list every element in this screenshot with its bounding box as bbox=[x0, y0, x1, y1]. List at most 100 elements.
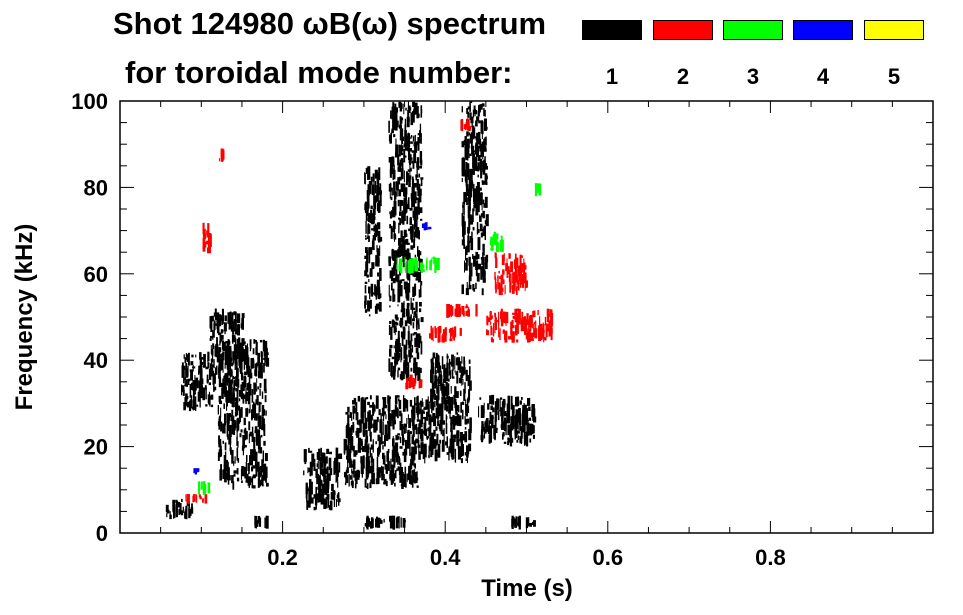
spectral-cell bbox=[253, 339, 256, 344]
spectral-cell bbox=[218, 354, 222, 358]
spectral-cell bbox=[388, 134, 392, 142]
spectral-cell bbox=[392, 102, 395, 107]
spectral-cell bbox=[481, 421, 484, 431]
spectral-cell bbox=[367, 212, 371, 223]
spectral-cell bbox=[417, 246, 419, 257]
spectral-cell bbox=[368, 286, 371, 294]
spectral-cell bbox=[182, 389, 185, 396]
spectral-cell bbox=[403, 300, 405, 305]
spectral-cell bbox=[399, 469, 402, 483]
spectral-cell bbox=[169, 511, 171, 518]
spectral-cell bbox=[429, 333, 432, 339]
spectral-cell bbox=[396, 395, 400, 398]
spectral-cell bbox=[445, 382, 448, 395]
spectral-cell bbox=[320, 470, 323, 474]
spectral-cell bbox=[415, 174, 417, 181]
spectral-cell bbox=[462, 225, 465, 237]
spectral-cell bbox=[241, 338, 243, 346]
spectral-cell bbox=[233, 319, 237, 325]
spectral-cell bbox=[184, 383, 186, 386]
spectral-cell bbox=[181, 362, 184, 375]
spectral-cell bbox=[356, 412, 359, 425]
spectral-cell bbox=[259, 362, 263, 374]
spectral-cell bbox=[519, 277, 523, 285]
spectral-cell bbox=[224, 420, 226, 434]
spectral-cell bbox=[395, 322, 399, 326]
spectral-cell bbox=[401, 153, 403, 156]
spectral-cell bbox=[366, 455, 370, 464]
spectral-cell bbox=[509, 437, 513, 443]
spectral-cell bbox=[403, 362, 405, 376]
spectral-cell bbox=[192, 365, 194, 372]
spectral-cell bbox=[257, 386, 260, 390]
spectral-cell bbox=[258, 466, 261, 477]
spectral-cell bbox=[202, 387, 206, 401]
spectral-cell bbox=[387, 458, 390, 471]
spectral-cell bbox=[234, 354, 237, 364]
spectral-cell bbox=[413, 363, 417, 374]
spectral-cell bbox=[408, 467, 411, 478]
spectral-cell bbox=[393, 320, 396, 333]
spectral-cell bbox=[467, 206, 470, 219]
spectral-cell bbox=[351, 472, 353, 487]
spectral-cell bbox=[465, 458, 467, 461]
spectral-cell bbox=[392, 120, 395, 131]
spectral-cell bbox=[410, 452, 414, 461]
spectral-cell bbox=[515, 409, 519, 423]
spectral-cell bbox=[448, 447, 450, 461]
spectral-cell bbox=[256, 362, 258, 368]
spectral-cell bbox=[414, 142, 418, 153]
spectral-cell bbox=[208, 368, 212, 380]
spectral-cell bbox=[202, 222, 205, 235]
spectral-cell bbox=[401, 138, 403, 149]
spectral-cell bbox=[421, 409, 424, 416]
spectral-cell bbox=[462, 201, 464, 215]
spectral-cell bbox=[399, 159, 403, 167]
spectral-cell bbox=[325, 478, 328, 493]
spectral-cell bbox=[494, 271, 496, 280]
spectral-cell bbox=[305, 482, 308, 495]
spectral-cell bbox=[185, 505, 188, 518]
spectral-cell bbox=[380, 413, 382, 420]
spectral-cell bbox=[526, 408, 529, 421]
spectral-cell bbox=[235, 401, 239, 412]
spectral-cell bbox=[195, 354, 197, 358]
spectral-cell bbox=[394, 352, 397, 367]
spectral-cell bbox=[437, 384, 440, 389]
spectral-cell bbox=[360, 456, 363, 464]
spectral-cell bbox=[394, 395, 398, 405]
spectral-cell bbox=[370, 176, 373, 185]
spectral-cell bbox=[383, 482, 387, 485]
spectral-cell bbox=[229, 440, 231, 452]
spectral-cell bbox=[412, 286, 415, 298]
spectral-cell bbox=[323, 465, 326, 479]
spectral-cell bbox=[421, 264, 424, 272]
spectral-cell bbox=[397, 436, 400, 440]
spectral-cell bbox=[446, 452, 449, 455]
spectral-cell bbox=[188, 378, 191, 382]
spectral-cell bbox=[239, 342, 243, 350]
spectral-cell bbox=[365, 247, 368, 253]
spectral-cell bbox=[375, 441, 377, 445]
spectral-cell bbox=[419, 123, 422, 137]
spectral-cell bbox=[468, 256, 471, 266]
spectral-cell bbox=[389, 461, 391, 471]
spectral-cell bbox=[251, 360, 253, 368]
spectral-cell bbox=[395, 317, 399, 321]
spectral-cell bbox=[406, 215, 409, 225]
spectral-cell bbox=[453, 330, 455, 341]
spectral-cell bbox=[265, 466, 268, 478]
spectral-cell bbox=[218, 395, 222, 403]
spectral-cell bbox=[210, 335, 214, 339]
spectral-cell bbox=[369, 447, 371, 456]
spectral-cell bbox=[537, 188, 541, 193]
spectral-cell bbox=[260, 351, 263, 357]
spectral-cell bbox=[502, 279, 505, 285]
spectral-cell bbox=[515, 284, 517, 292]
spectral-cell bbox=[410, 135, 413, 138]
y-axis-label: Frequency (kHz) bbox=[11, 224, 38, 411]
spectral-cell bbox=[388, 261, 391, 267]
spectral-cell bbox=[252, 485, 256, 489]
spectral-cell bbox=[403, 240, 406, 254]
